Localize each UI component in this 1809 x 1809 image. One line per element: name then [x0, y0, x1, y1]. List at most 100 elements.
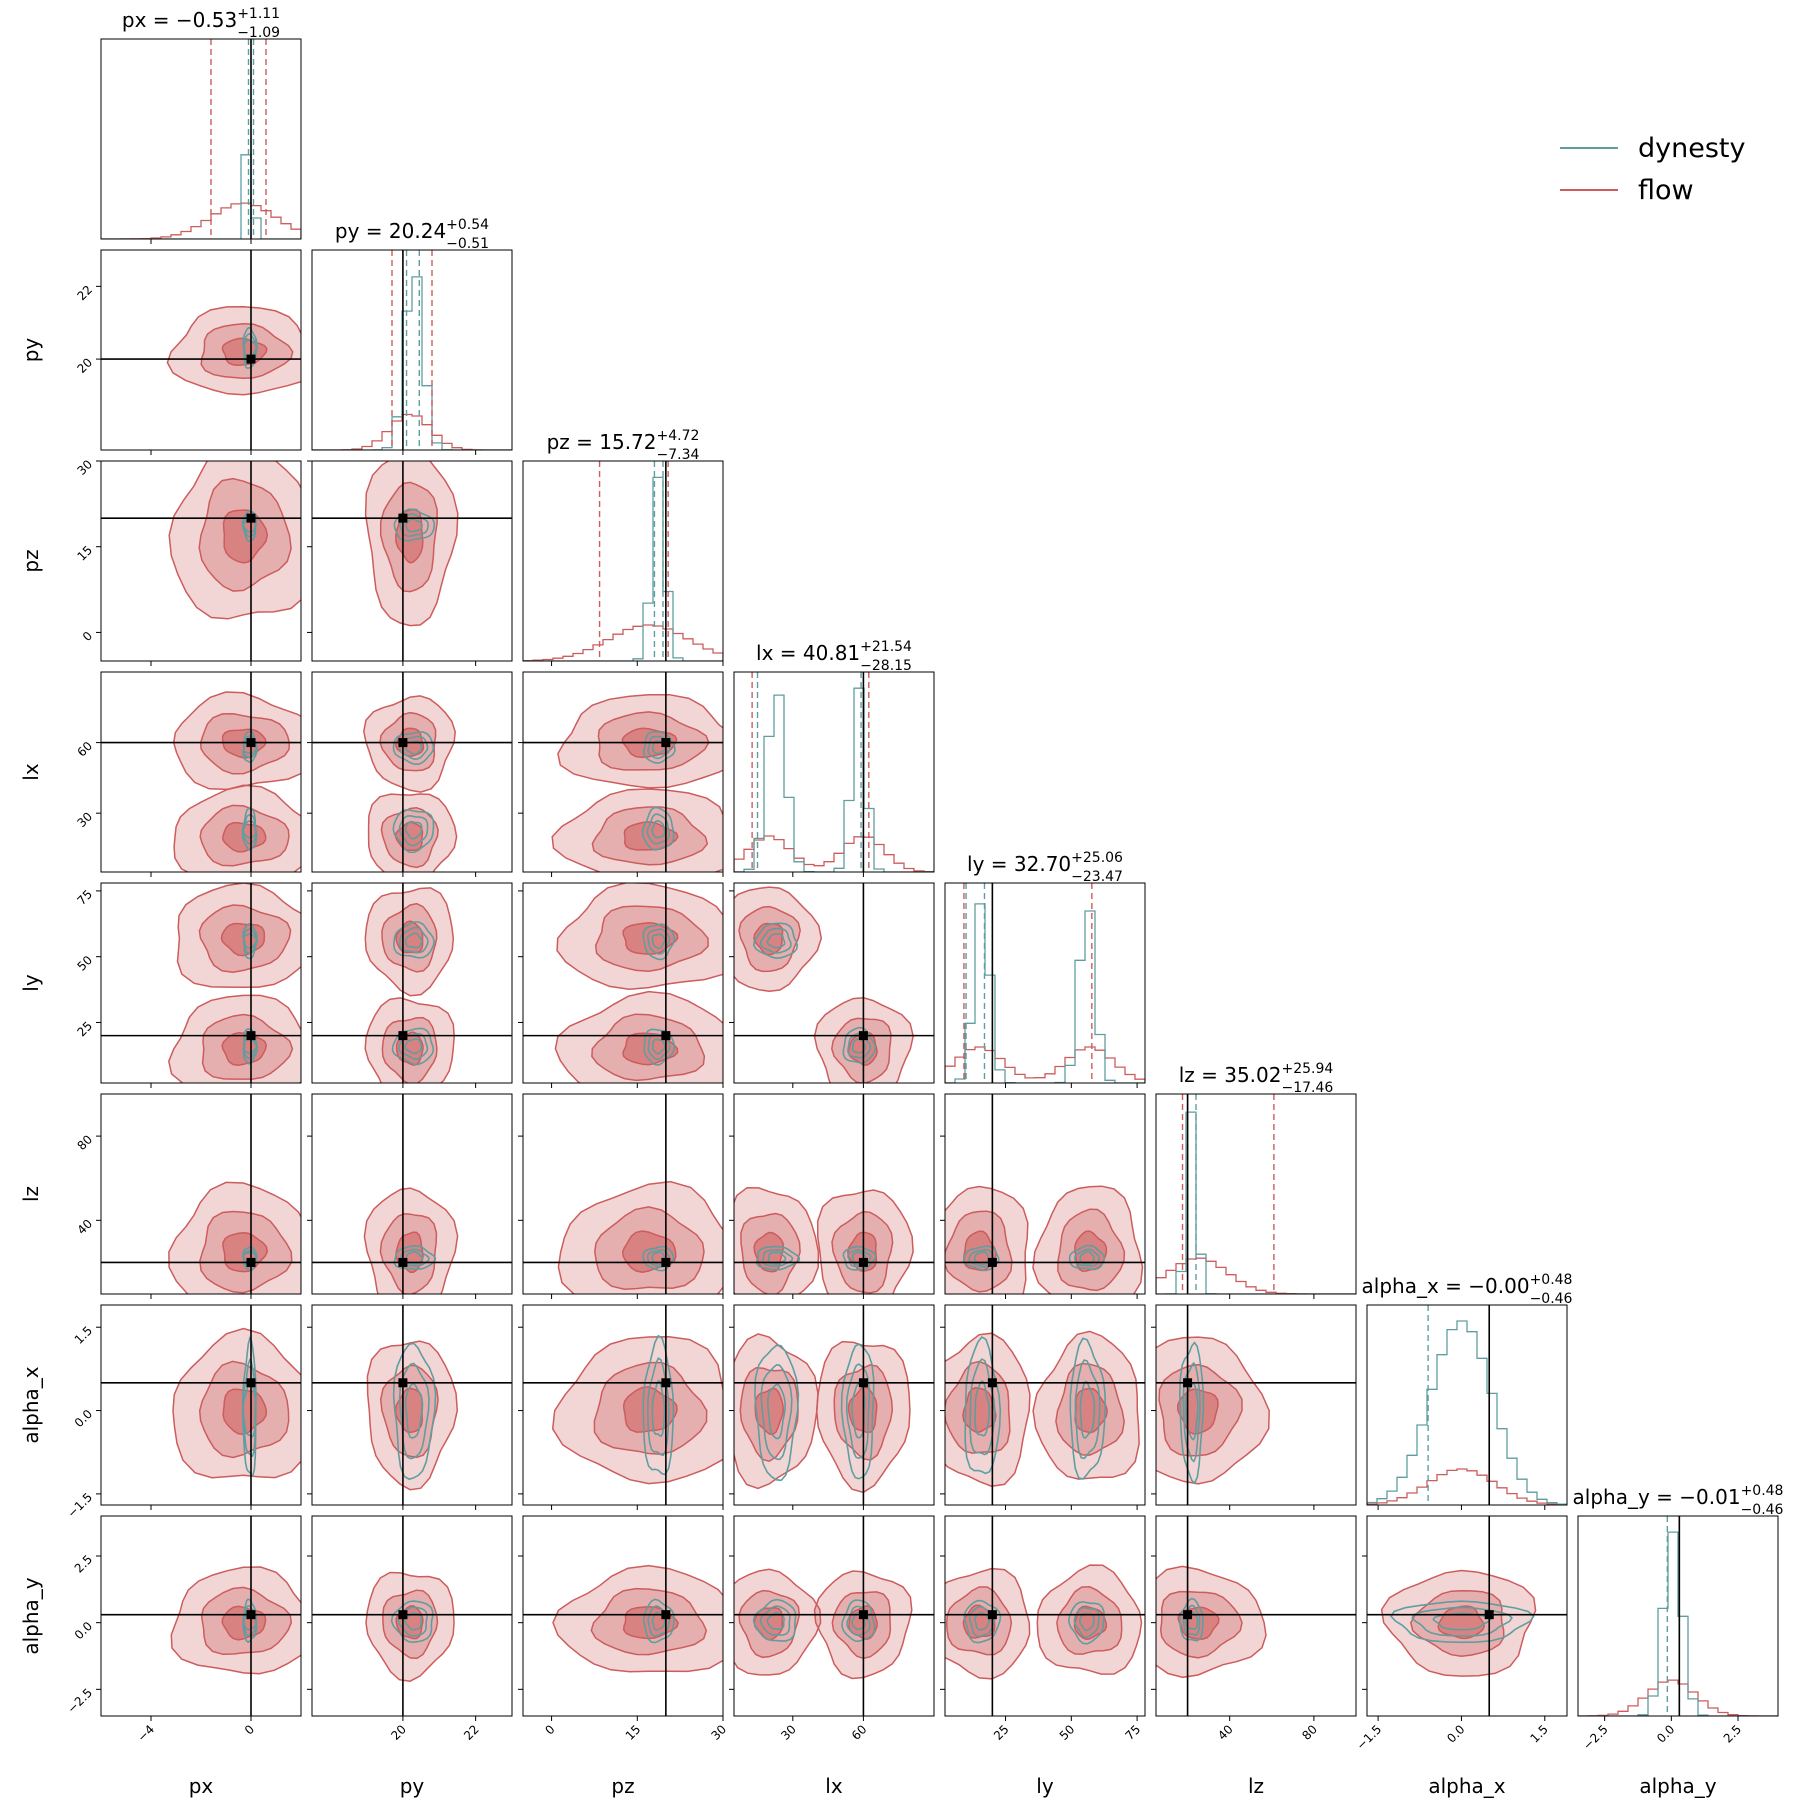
panel-alpha_y-alpha_y: alpha_y = −0.01+0.48−0.46−2.5 0.0 2.5 [1573, 1483, 1784, 1753]
dynesty-contour-0-1 [392, 731, 435, 766]
panel-py-lz [307, 1093, 513, 1299]
dynesty-contour-0-0 [390, 1600, 434, 1644]
xlabel-lx: lx [825, 1774, 843, 1798]
title-main-lx: lx = 40.81 [756, 641, 860, 665]
dynesty-contour-1-0 [646, 813, 671, 845]
panel-frame [311, 1515, 513, 1717]
panel-frame [522, 1515, 724, 1717]
panel-frame [1155, 1304, 1357, 1506]
panel-frame [944, 1515, 1146, 1717]
panel-frame [522, 882, 724, 1084]
xlabel-px: px [189, 1774, 214, 1798]
title-minus-ly: −23.47 [1071, 869, 1123, 885]
panel-frame [1366, 1304, 1568, 1506]
title-ly: ly = 32.70+25.06 [967, 850, 1123, 876]
ytick-label-lz-0: 40 [74, 1217, 95, 1238]
dynesty-contour-0-0 [392, 1342, 437, 1481]
xtick-label-lx-1: 60 [849, 1722, 870, 1743]
panel-frame [733, 1093, 935, 1295]
flow-contour-2-0 [754, 1387, 785, 1436]
title-plus-lz: +25.94 [1281, 1061, 1333, 1077]
ylabel-lx: lx [19, 763, 43, 781]
panel-frame [1155, 1093, 1357, 1295]
ytick-label-alpha_y-0: −2.5 [65, 1686, 96, 1717]
panel-frame [100, 1304, 302, 1506]
ytick-label-lx-1: 60 [74, 739, 95, 760]
panel-frame [100, 1093, 302, 1295]
title-main-lz: lz = 35.02 [1179, 1063, 1282, 1087]
dynesty-contour-1-0 [1411, 1606, 1513, 1637]
dynesty-contour-1-0 [398, 814, 429, 847]
flow-hist-lx [734, 835, 934, 872]
title-minus-pz: −7.34 [657, 447, 700, 463]
xtick-label-py-1: 22 [461, 1722, 482, 1743]
panel-frame [311, 460, 513, 662]
dynesty-contour-1-1 [399, 926, 429, 954]
dynesty-contour-1-1 [1073, 1606, 1100, 1638]
panel-frame [522, 1093, 724, 1295]
dynesty-contour-2-0 [243, 1038, 258, 1055]
panel-frame [311, 1304, 513, 1506]
ytick-label-alpha_y-1: 0.0 [72, 1619, 95, 1642]
panel-frame [1155, 1515, 1357, 1717]
panel-lx-alpha_x [729, 1304, 935, 1510]
panel-pz-pz: pz = 15.72+4.72−7.34 [522, 428, 724, 666]
dynesty-contour-0-0 [1178, 1597, 1204, 1642]
dynesty-contour-2-0 [651, 1038, 666, 1055]
title-main-ly: ly = 32.70 [967, 852, 1071, 876]
truth-marker [987, 1257, 997, 1267]
ylabel-alpha_y: alpha_y [19, 1577, 43, 1654]
title-alpha_x: alpha_x = −0.00+0.48 [1362, 1272, 1573, 1298]
flow-hist-alpha_x [1367, 1468, 1567, 1505]
ytick-label-alpha_x-0: −1.5 [65, 1490, 96, 1521]
panel-lz-lz: lz = 35.02+25.94−17.46 [1155, 1061, 1357, 1299]
title-plus-pz: +4.72 [657, 428, 700, 444]
flow-hist-alpha_y [1578, 1679, 1778, 1716]
panel-frame [522, 671, 724, 873]
truth-marker [987, 1610, 997, 1620]
truth-marker [246, 1378, 256, 1388]
panel-frame [522, 1304, 724, 1506]
panel-frame [311, 882, 513, 1084]
dynesty-contour-2-0 [404, 820, 423, 840]
panel-frame [100, 249, 302, 451]
panel-ly-alpha_x [940, 1304, 1146, 1510]
dynesty-hist-ly [945, 903, 1145, 1083]
title-plus-alpha_y: +0.48 [1741, 1483, 1784, 1499]
xtick-label-lz-0: 40 [1215, 1722, 1236, 1743]
dynesty-hist-lx [734, 687, 934, 872]
dynesty-contour-0-1 [840, 1343, 875, 1480]
dynesty-contour-0-1 [1067, 1601, 1105, 1645]
truth-marker [246, 1031, 256, 1041]
title-minus-px: −1.09 [237, 25, 280, 41]
title-minus-alpha_y: −0.46 [1741, 1502, 1784, 1518]
dynesty-contour-0-0 [391, 1027, 435, 1066]
dynesty-contour-0-1 [842, 1026, 877, 1064]
title-lx: lx = 40.81+21.54 [756, 639, 912, 665]
title-alpha_y: alpha_y = −0.01+0.48 [1573, 1483, 1784, 1509]
panel-py-py: py = 20.24+0.54−0.51 [311, 217, 513, 455]
panel-pz-lz [518, 1093, 724, 1299]
dynesty-contour-0-1 [1068, 1244, 1106, 1271]
dynesty-contour-1-1 [845, 1363, 871, 1460]
panel-ly-ly: ly = 32.70+25.06−23.47 [944, 850, 1146, 1088]
dynesty-contour-1-0 [1182, 1604, 1201, 1636]
xtick-label-py-0: 20 [388, 1722, 409, 1743]
title-px: px = −0.53+1.11 [122, 6, 280, 32]
panel-frame [733, 882, 935, 1084]
panel-px-lx: 30 60 [74, 671, 302, 877]
panel-frame [311, 1093, 513, 1295]
panel-px-px: px = −0.53+1.11−1.09 [100, 6, 302, 244]
dynesty-contour-2-1 [405, 932, 423, 949]
truth-marker [858, 1378, 868, 1388]
dynesty-contour-0-0 [752, 922, 799, 960]
dynesty-contour-0-0 [393, 508, 436, 542]
dynesty-contour-0-0 [754, 1344, 800, 1482]
legend: dynesty flow [1560, 133, 1745, 206]
panel-pz-ly [518, 882, 724, 1088]
dynesty-contour-2-0 [766, 933, 786, 949]
dynesty-contour-0-1 [841, 1599, 876, 1643]
truth-marker [246, 1257, 256, 1267]
title-plus-py: +0.54 [446, 217, 489, 233]
